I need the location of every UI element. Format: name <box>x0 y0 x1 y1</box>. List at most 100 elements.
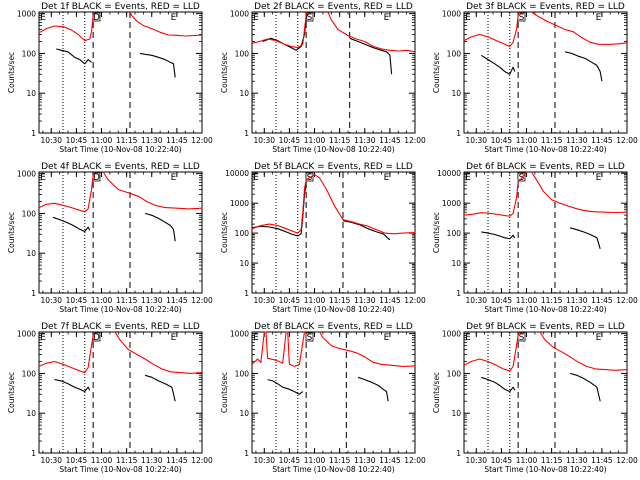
x-tick-label: 11:45 <box>166 456 188 465</box>
y-tick-label: 1000 <box>442 199 461 208</box>
y-tick-label: 1000 <box>17 170 36 179</box>
x-tick-label: 12:00 <box>191 456 213 465</box>
panel-title: Det 7f BLACK = Events, RED = LLD <box>41 322 200 332</box>
flag-letter: E <box>253 13 259 23</box>
series-lld-line <box>463 11 520 47</box>
y-tick-label: 1000 <box>17 10 36 19</box>
x-tick-label: 12:00 <box>404 456 426 465</box>
plot-frame <box>463 331 628 454</box>
x-tick-label: 10:30 <box>40 296 62 305</box>
flag-letter: E <box>596 333 602 343</box>
series-events-line <box>481 376 516 393</box>
x-tick-label: 11:15 <box>541 296 563 305</box>
series-lld-line <box>38 171 95 213</box>
x-tick-label: 10:30 <box>253 456 275 465</box>
x-tick-label: 11:45 <box>591 456 613 465</box>
flag-letter: E <box>171 333 177 343</box>
y-tick-label: 1000 <box>442 330 461 339</box>
flag-letter: E <box>596 173 602 183</box>
flag-letter: E <box>171 173 177 183</box>
x-tick-label: 10:30 <box>465 456 487 465</box>
y-axis-title: Counts/sec <box>220 52 229 93</box>
panel-title: Det 6f BLACK = Events, RED = LLD <box>466 162 625 172</box>
x-tick-label: 10:45 <box>279 136 301 145</box>
plot-frame <box>38 11 203 134</box>
series-lld-line <box>531 171 628 214</box>
x-tick-label: 11:45 <box>379 296 401 305</box>
x-tick-label: 10:45 <box>66 456 88 465</box>
x-tick-label: 10:30 <box>253 296 275 305</box>
flag-letter: S <box>519 13 525 23</box>
x-tick-label: 11:00 <box>516 456 538 465</box>
y-tick-label: 100 <box>447 369 462 378</box>
series-events-line <box>481 231 516 240</box>
x-tick-label: 11:15 <box>329 296 351 305</box>
series-lld-line <box>251 174 416 235</box>
plot-frame <box>251 331 416 454</box>
y-tick-label: 10 <box>239 89 249 98</box>
panel-det-7: Det 7f BLACK = Events, RED = LLD 1 10 100 10… <box>7 322 213 474</box>
y-tick-label: 1 <box>31 449 36 458</box>
y-axis-title: Counts/sec <box>432 372 441 413</box>
x-tick-label: 11:00 <box>91 136 113 145</box>
x-tick-label: 11:15 <box>329 136 351 145</box>
x-axis-title: Start Time (10-Nov-08 10:22:40) <box>272 145 394 154</box>
panel-det-5: Det 5f BLACK = Events, RED = LLD 1 10 100 10… <box>220 162 426 314</box>
x-tick-label: 10:45 <box>279 296 301 305</box>
x-tick-label: 11:00 <box>516 296 538 305</box>
series-lld-line <box>531 11 628 45</box>
y-tick-label: 10 <box>26 89 36 98</box>
x-tick-label: 10:45 <box>491 456 513 465</box>
x-tick-label: 11:30 <box>566 296 588 305</box>
flag-letter: D <box>93 333 100 343</box>
x-tick-label: 11:15 <box>329 456 351 465</box>
panel-title: Det 9f BLACK = Events, RED = LLD <box>466 322 625 332</box>
x-tick-label: 11:45 <box>591 136 613 145</box>
plot-frame <box>38 171 203 294</box>
y-tick-label: 10 <box>451 409 461 418</box>
panel-det-2: Det 2f BLACK = Events, RED = LLD 1 10 100 10… <box>220 2 426 154</box>
x-tick-label: 11:45 <box>591 296 613 305</box>
x-tick-label: 12:00 <box>404 136 426 145</box>
y-axis-title: Counts/sec <box>7 52 16 93</box>
series-lld-line <box>114 331 203 374</box>
panel-title: Det 8f BLACK = Events, RED = LLD <box>254 322 413 332</box>
series-lld-line <box>251 11 308 49</box>
y-tick-label: 10 <box>239 409 249 418</box>
y-tick-label: 1000 <box>230 330 249 339</box>
panel-det-1: Det 1f BLACK = Events, RED = LLD 1 10 100 10… <box>7 2 213 154</box>
y-tick-label: 100 <box>235 49 250 58</box>
series-events-line <box>251 185 307 237</box>
y-tick-label: 1 <box>31 129 36 138</box>
series-events-line <box>54 379 91 393</box>
x-axis-title: Start Time (10-Nov-08 10:22:40) <box>59 305 181 314</box>
x-axis-title: Start Time (10-Nov-08 10:22:40) <box>272 305 394 314</box>
y-axis-title: Counts/sec <box>7 372 16 413</box>
series-events-line <box>349 37 393 75</box>
flag-letter: D <box>93 13 100 23</box>
y-tick-label: 10000 <box>225 169 249 178</box>
flag-letter: S <box>307 13 313 23</box>
flag-letter: E <box>40 333 46 343</box>
y-tick-label: 1 <box>456 129 461 138</box>
flag-letter: E <box>465 173 471 183</box>
series-lld-line <box>102 171 203 210</box>
panel-det-9: Det 9f BLACK = Events, RED = LLD 1 10 100 10… <box>432 322 638 474</box>
series-events-line <box>139 52 176 78</box>
panel-title: Det 4f BLACK = Events, RED = LLD <box>41 162 200 172</box>
x-tick-label: 12:00 <box>616 296 638 305</box>
x-tick-label: 10:45 <box>66 136 88 145</box>
flag-letter: E <box>253 173 259 183</box>
x-tick-label: 10:45 <box>66 296 88 305</box>
panel-title: Det 2f BLACK = Events, RED = LLD <box>254 2 413 12</box>
x-tick-label: 11:30 <box>354 296 376 305</box>
plot-frame <box>463 171 628 294</box>
y-tick-label: 10 <box>239 259 249 268</box>
x-axis-title: Start Time (10-Nov-08 10:22:40) <box>484 305 606 314</box>
y-tick-label: 100 <box>235 229 250 238</box>
x-tick-label: 11:30 <box>566 456 588 465</box>
y-tick-label: 100 <box>22 49 37 58</box>
series-events-line <box>144 212 176 242</box>
x-tick-label: 11:15 <box>116 296 138 305</box>
y-tick-label: 1000 <box>442 10 461 19</box>
